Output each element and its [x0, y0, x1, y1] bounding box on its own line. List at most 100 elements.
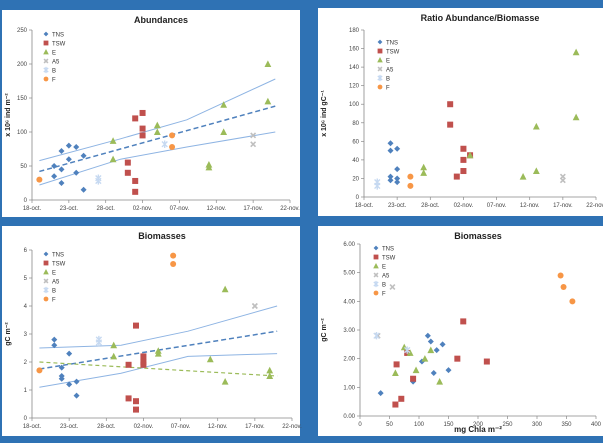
x-tick-label: 28-oct.	[97, 206, 116, 212]
series-e	[420, 48, 580, 180]
e-point	[572, 48, 580, 56]
chart-title: Biomasses	[454, 231, 502, 241]
tsw-point	[377, 48, 383, 54]
y-tick-label: 4	[24, 304, 28, 310]
tns-point	[51, 342, 58, 349]
tsw-point	[460, 156, 467, 163]
series-b	[374, 178, 381, 190]
f-point	[170, 252, 177, 259]
y-axis-label: gC m⁻²	[321, 318, 328, 342]
e-point	[412, 366, 420, 374]
y-tick-label: 20	[352, 176, 359, 182]
y-tick-label: 100	[17, 130, 28, 136]
f-point	[169, 143, 176, 150]
f-point	[373, 290, 379, 296]
series-b	[95, 140, 168, 185]
x-tick-label: 23-oct.	[60, 424, 79, 430]
y-tick-label: 100	[349, 102, 360, 108]
tsw-point	[410, 375, 417, 382]
y-tick-label: 160	[349, 47, 360, 53]
tsw-point	[460, 168, 467, 175]
b-point	[43, 286, 49, 294]
e-point	[572, 113, 580, 121]
tns-point	[58, 375, 65, 382]
tsw-point	[133, 398, 139, 405]
tns-point	[433, 347, 440, 354]
y-tick-label: 2	[24, 360, 28, 366]
y-tick-label: 1.00	[343, 385, 355, 391]
x-tick-label: 07-nov.	[170, 206, 190, 212]
y-tick-label: 6	[24, 248, 28, 254]
secondary-trend-line	[39, 361, 278, 377]
x-tick-label: 23-oct.	[388, 203, 407, 209]
e-point	[109, 137, 117, 144]
x-tick-label: 07-nov.	[171, 424, 191, 430]
tsw-point	[483, 358, 490, 365]
x-tick-label: 07-nov.	[487, 203, 507, 209]
tns-point	[66, 381, 73, 388]
e-point	[221, 285, 229, 293]
series-f	[36, 252, 177, 374]
series-tsw	[125, 322, 147, 413]
series-e	[392, 343, 444, 385]
x-tick-label: 300	[532, 422, 543, 428]
tsw-point	[43, 260, 49, 266]
x-tick-label: 28-oct.	[421, 203, 440, 209]
panel-background	[318, 8, 603, 216]
tns-point	[387, 147, 394, 154]
e-point	[153, 128, 161, 135]
a5-point	[377, 66, 383, 72]
e-point	[153, 121, 161, 129]
tns-point	[394, 145, 401, 152]
chart-panel-3: 0 1 2 3 4 5 6 18-oct. 23-oct. 28-oct. 02-nov. 07-no…	[2, 226, 302, 436]
x-tick-label: 17-nov.	[553, 203, 573, 209]
tsw-point	[124, 169, 131, 176]
y-tick-label: 6.00	[343, 242, 355, 248]
legend-label: TSW	[386, 50, 400, 56]
tns-point	[439, 341, 446, 348]
e-point	[110, 352, 118, 360]
series-f	[557, 272, 576, 305]
tns-point	[43, 251, 49, 257]
b-point	[95, 338, 103, 347]
tsw-point	[393, 361, 400, 368]
e-point	[466, 151, 474, 159]
tsw-point	[373, 254, 379, 260]
y-tick-label: 3.00	[343, 328, 355, 334]
series-tns	[51, 142, 87, 193]
x-tick-label: 02-nov.	[134, 424, 154, 430]
e-point	[205, 163, 213, 171]
y-tick-label: 5.00	[343, 271, 355, 277]
legend-label: F	[382, 292, 386, 298]
e-point	[264, 60, 272, 67]
legend-label: A5	[52, 280, 60, 286]
f-point	[377, 84, 383, 90]
tns-point	[65, 142, 72, 149]
y-tick-label: 50	[20, 164, 27, 170]
legend-label: F	[52, 298, 56, 304]
tns-point	[394, 179, 401, 186]
tsw-point	[132, 188, 139, 195]
y-tick-label: 3	[24, 332, 28, 338]
x-axis-label: mg Chla m⁻²	[454, 425, 502, 434]
x-tick-label: 02-nov.	[133, 206, 153, 212]
legend-label: B	[386, 77, 390, 83]
x-tick-label: 22-nov.	[282, 424, 302, 430]
tsw-point	[140, 361, 147, 368]
tns-point	[51, 163, 58, 169]
x-tick-label: 18-oct.	[23, 206, 42, 212]
chart-panel-2: 0 20 40 60 80 100 120 140 160 180 18-oct. 23-oct. 28…	[318, 8, 603, 216]
b-point	[404, 346, 411, 354]
e-point	[532, 122, 540, 130]
tns-point	[66, 350, 73, 357]
legend-label: A5	[52, 60, 60, 66]
tns-point	[73, 378, 80, 385]
a5-point	[43, 278, 49, 284]
x-tick-label: 18-oct.	[355, 203, 374, 209]
b-point	[43, 66, 49, 74]
series-e	[110, 285, 274, 385]
chart-title: Abundances	[134, 15, 188, 25]
legend-label: F	[386, 86, 390, 92]
tsw-point	[43, 40, 49, 46]
